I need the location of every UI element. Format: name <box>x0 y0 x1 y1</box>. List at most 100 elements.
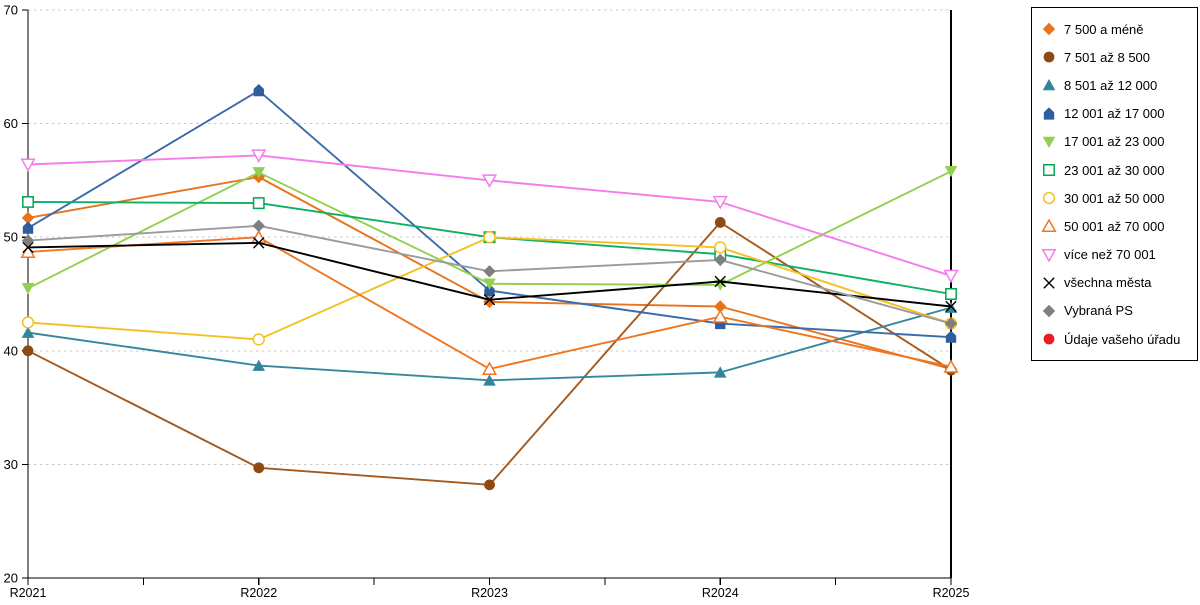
legend-marker <box>1041 248 1057 263</box>
legend-marker <box>1043 51 1055 63</box>
legend-marker <box>1042 79 1056 91</box>
data-point-marker <box>714 253 727 267</box>
data-point-marker <box>945 288 957 300</box>
diamond-marker-icon <box>1042 22 1056 36</box>
series-3 <box>21 301 958 386</box>
data-point-marker <box>22 241 34 254</box>
data-point-marker <box>483 293 496 306</box>
data-point-marker <box>483 374 496 386</box>
circle-marker-icon <box>1043 333 1055 345</box>
legend-item: 50 001 až 70 000 <box>1041 212 1191 240</box>
legend-marker <box>1043 107 1055 120</box>
data-point-marker <box>714 300 727 313</box>
data-point-marker <box>712 309 728 323</box>
legend-marker <box>1042 136 1056 148</box>
legend-item-label: 8 501 až 12 000 <box>1064 77 1158 93</box>
legend-item-label: 50 001 až 70 000 <box>1064 218 1165 234</box>
y-axis-label: 40 <box>4 343 18 358</box>
x-axis-label: R2022 <box>240 586 277 600</box>
series-line <box>27 154 952 277</box>
legend-item-label: 23 001 až 30 000 <box>1064 162 1165 178</box>
y-axis-label: 70 <box>4 3 18 18</box>
data-point-marker <box>251 149 267 163</box>
data-point-marker <box>20 158 36 173</box>
diamond-marker-icon <box>1042 304 1056 318</box>
legend-item-label: více než 70 001 <box>1064 247 1156 263</box>
triangle-up-marker-icon <box>1042 79 1056 91</box>
data-point-marker <box>945 330 957 343</box>
legend-item-label: 12 001 až 17 000 <box>1064 106 1165 122</box>
data-point-marker <box>944 317 958 330</box>
legend-item: 23 001 až 30 000 <box>1041 156 1191 184</box>
data-point-marker <box>21 283 35 295</box>
data-point-marker <box>943 359 959 373</box>
data-point-marker <box>944 166 958 178</box>
legend-item: 7 500 a méně <box>1041 15 1191 43</box>
legend-item: 17 001 až 23 000 <box>1041 128 1191 156</box>
data-point-marker <box>21 316 35 329</box>
legend-item-label: Údaje vašeho úřadu <box>1064 331 1181 347</box>
legend-item-label: 7 501 až 8 500 <box>1064 49 1151 65</box>
legend-marker <box>1042 22 1056 36</box>
data-point-marker <box>712 195 728 210</box>
y-axis-label: 50 <box>4 230 18 245</box>
x-axis-label: R2024 <box>702 586 739 600</box>
data-point-marker <box>945 300 957 313</box>
series-10 <box>22 237 957 313</box>
data-point-marker <box>483 278 496 290</box>
legend-marker <box>1042 304 1056 318</box>
legend-item-label: 7 500 a méně <box>1064 21 1144 37</box>
legend-item: všechna města <box>1041 269 1191 297</box>
legend-marker <box>1043 164 1055 176</box>
data-point-marker <box>252 167 266 179</box>
data-point-marker <box>20 244 36 259</box>
data-point-marker <box>252 219 265 233</box>
legend-item-label: 30 001 až 50 000 <box>1064 190 1165 206</box>
data-point-marker <box>22 221 34 234</box>
data-point-marker <box>22 345 34 357</box>
triangle-down-marker-icon <box>1041 248 1057 263</box>
series-9 <box>20 149 959 284</box>
legend-item: 12 001 až 17 000 <box>1041 100 1191 128</box>
legend-item-label: všechna města <box>1064 275 1152 291</box>
data-point-marker <box>713 366 727 378</box>
triangle-down-marker-icon <box>1042 136 1056 148</box>
data-point-marker <box>714 217 726 228</box>
circle-marker-icon <box>1043 51 1055 63</box>
x-axis-label: R2025 <box>933 586 970 600</box>
legend-marker <box>1043 277 1055 289</box>
circle-marker-icon <box>1042 192 1056 205</box>
legend-marker <box>1042 192 1056 205</box>
data-point-marker <box>483 231 496 244</box>
series-2 <box>22 217 957 491</box>
legend-marker <box>1041 218 1057 233</box>
data-point-marker <box>253 462 265 474</box>
series-8 <box>20 229 959 376</box>
y-axis-label: 60 <box>4 116 18 131</box>
data-point-marker <box>252 359 266 371</box>
data-point-marker <box>21 234 35 247</box>
data-point-marker <box>943 269 959 284</box>
data-point-marker <box>484 283 495 297</box>
data-point-marker <box>252 333 265 346</box>
data-point-marker <box>483 265 496 278</box>
legend-item: Údaje vašeho úřadu <box>1041 325 1191 353</box>
square-marker-icon <box>1043 164 1055 176</box>
legend-item: 7 501 až 8 500 <box>1041 43 1191 71</box>
data-point-marker <box>252 197 265 210</box>
x-axis-label: R2021 <box>10 586 47 600</box>
data-point-marker <box>481 174 498 188</box>
data-point-marker <box>21 326 35 338</box>
legend-item: 30 001 až 50 000 <box>1041 184 1191 212</box>
legend: 7 500 a méně 7 501 až 8 500 8 501 až 12 00… <box>1031 7 1198 362</box>
data-point-marker <box>253 237 265 249</box>
legend-marker <box>1043 333 1055 345</box>
x-marker-icon <box>1043 277 1055 289</box>
triangle-up-marker-icon <box>1041 218 1057 233</box>
data-point-marker <box>714 275 726 288</box>
legend-item: Vybraná PS <box>1041 297 1191 325</box>
data-point-marker <box>714 241 727 254</box>
legend-item: více než 70 001 <box>1041 241 1191 269</box>
